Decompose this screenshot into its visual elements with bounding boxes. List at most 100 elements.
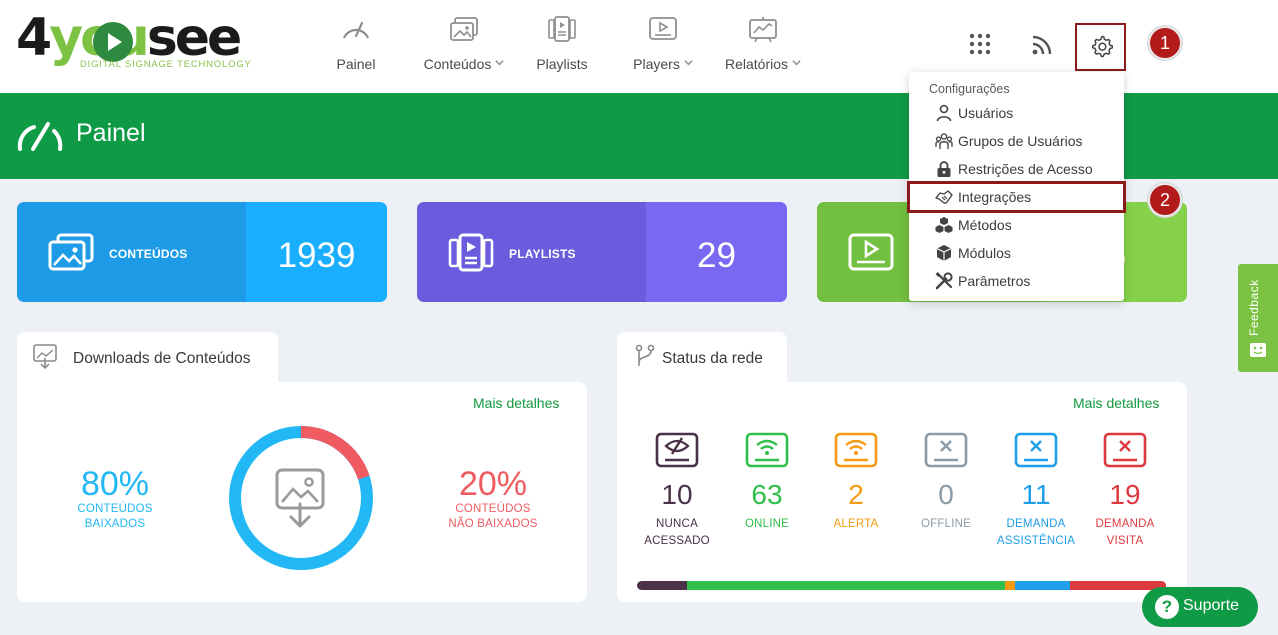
network-bar-segment-4 — [1014, 581, 1071, 590]
nav-relatorios[interactable]: Relatórios — [720, 14, 806, 80]
stat-offline[interactable]: 0 OFFLINE — [901, 432, 991, 533]
feedback-label: Feedback — [1247, 279, 1261, 336]
rss-icon[interactable] — [1030, 33, 1054, 57]
downloaded-stat: 80% CONTEÚDOS BAIXADOS — [60, 466, 170, 532]
grid-icon[interactable] — [968, 32, 992, 56]
downloads-more-link[interactable]: Mais detalhes — [473, 395, 560, 411]
downloaded-label-1: CONTEÚDOS — [77, 503, 153, 515]
network-panel: Mais detalhes 10 NUNCA ACESSADO 63 ONLINE… — [617, 382, 1187, 602]
integracoes-highlight-box — [907, 181, 1126, 213]
downloads-donut-chart — [229, 426, 373, 570]
cubes-icon — [935, 217, 953, 233]
gauge-icon — [17, 122, 63, 151]
playlist-icon — [548, 16, 576, 42]
stat-demanda-assistencia[interactable]: 11 DEMANDA ASSISTÊNCIA — [991, 432, 1081, 550]
card-right: 29 — [646, 202, 787, 302]
x-screen-icon — [924, 432, 968, 468]
card-value: 29 — [697, 236, 736, 275]
lock-icon — [937, 161, 951, 177]
downloads-panel: Mais detalhes 80% CONTEÚDOS BAIXADOS 20%… — [17, 382, 587, 602]
wifi-alert-screen-icon — [834, 432, 878, 468]
settings-menu-heading: Configurações — [929, 82, 1010, 96]
nav-painel[interactable]: Painel — [331, 14, 381, 80]
feedback-tab[interactable]: Feedback — [1238, 264, 1278, 372]
downloaded-percent: 80% — [80, 465, 150, 503]
menu-item-label: Métodos — [958, 217, 1012, 233]
stat-nunca-acessado[interactable]: 10 NUNCA ACESSADO — [632, 432, 722, 550]
player-icon — [649, 17, 677, 40]
network-bar-segment-2 — [1004, 581, 1015, 590]
nav-players[interactable]: Players — [630, 14, 696, 80]
menu-item-restricoes-acesso[interactable]: Restrições de Acesso — [909, 155, 1124, 183]
play-icon — [93, 22, 133, 62]
users-group-icon — [935, 133, 953, 149]
chevron-down-icon — [792, 60, 801, 66]
menu-item-usuarios[interactable]: Usuários — [909, 99, 1124, 127]
branch-icon — [635, 344, 655, 366]
callout-badge-2: 2 — [1148, 183, 1182, 217]
stat-value: 19 — [1109, 479, 1141, 510]
card-playlists[interactable]: 29 PLAYLISTS — [417, 202, 787, 302]
settings-button[interactable] — [1075, 23, 1126, 71]
playlist-icon — [448, 233, 494, 272]
stat-label: ALERTA — [833, 518, 879, 530]
network-bar-segment-5 — [1070, 581, 1166, 590]
x-screen-icon — [1103, 432, 1147, 468]
stat-label: DEMANDA ASSISTÊNCIA — [996, 518, 1076, 547]
images-icon — [48, 233, 94, 271]
stat-value: 11 — [1021, 479, 1051, 510]
nav-playlists[interactable]: Playlists — [533, 14, 591, 80]
user-icon — [936, 104, 952, 122]
stat-value: 0 — [938, 479, 954, 510]
menu-item-label: Usuários — [958, 105, 1014, 121]
brand-logo[interactable]: 4yousee DIGITAL SIGNAGE TECHNOLOGY — [16, 10, 251, 74]
report-icon — [749, 17, 777, 43]
menu-item-label: Restrições de Acesso — [958, 161, 1093, 177]
eye-slash-screen-icon — [655, 432, 699, 468]
question-icon: ? — [1155, 595, 1179, 619]
x-screen-icon — [1014, 432, 1058, 468]
menu-item-integracoes[interactable]: Integrações — [909, 183, 1124, 211]
menu-item-parametros[interactable]: Parâmetros — [909, 267, 1124, 295]
not-downloaded-label-1: CONTEÚDOS — [455, 503, 531, 515]
menu-item-metodos[interactable]: Métodos — [909, 211, 1124, 239]
download-image-icon — [33, 344, 57, 370]
network-bar-segment-0 — [637, 581, 688, 590]
stat-online[interactable]: 63 ONLINE — [722, 432, 812, 533]
menu-item-grupos-usuarios[interactable]: Grupos de Usuários — [909, 127, 1124, 155]
player-icon — [848, 233, 894, 271]
not-downloaded-label-2: NÃO BAIXADOS — [448, 518, 538, 530]
stat-label: NUNCA ACESSADO — [644, 518, 710, 547]
not-downloaded-stat: 20% CONTEÚDOS NÃO BAIXADOS — [433, 466, 553, 532]
tools-icon — [935, 272, 953, 290]
callout-badge-1: 1 — [1148, 26, 1182, 60]
handshake-icon — [935, 190, 953, 204]
stat-value: 2 — [848, 479, 864, 510]
card-left — [417, 202, 646, 302]
menu-item-label: Integrações — [958, 189, 1032, 205]
wifi-screen-icon — [745, 432, 789, 468]
support-button[interactable]: ? Suporte — [1142, 587, 1258, 627]
smiley-icon — [1250, 343, 1266, 357]
donut-not-downloaded-arc — [229, 426, 373, 570]
card-conteudos[interactable]: 1939 CONTEÚDOS — [17, 202, 387, 302]
not-downloaded-percent: 20% — [458, 465, 528, 503]
card-value: 1939 — [277, 236, 356, 275]
brand-tagline: DIGITAL SIGNAGE TECHNOLOGY — [80, 59, 252, 70]
menu-item-modulos[interactable]: Módulos — [909, 239, 1124, 267]
nav-conteudos[interactable]: Conteúdos — [418, 14, 510, 80]
chevron-down-icon — [495, 60, 505, 66]
network-more-link[interactable]: Mais detalhes — [1073, 395, 1160, 411]
gear-icon — [1091, 35, 1114, 58]
stat-alerta[interactable]: 2 ALERTA — [811, 432, 901, 533]
card-right: 1939 — [246, 202, 387, 302]
cube-icon — [936, 245, 952, 261]
downloads-panel-title: Downloads de Conteúdos — [73, 350, 251, 367]
stat-label: ONLINE — [744, 518, 790, 530]
stat-value: 10 — [661, 479, 693, 510]
menu-item-label: Grupos de Usuários — [958, 133, 1083, 149]
menu-item-label: Módulos — [958, 245, 1011, 261]
settings-dropdown-menu: Configurações Usuários Grupos de Usuário… — [909, 72, 1124, 301]
stat-demanda-visita[interactable]: 19 DEMANDA VISITA — [1080, 432, 1170, 550]
stat-value: 63 — [751, 479, 783, 510]
